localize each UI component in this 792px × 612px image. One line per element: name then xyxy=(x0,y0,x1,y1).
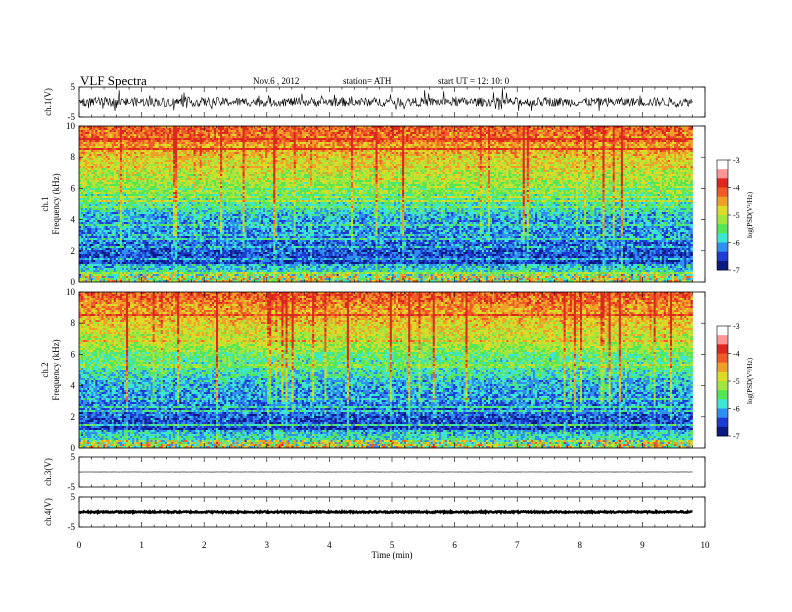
y-axis-frequency-label: Frequency (kHz) xyxy=(51,339,61,400)
y-tick-label: 6 xyxy=(71,183,76,193)
y-tick-label: 4 xyxy=(71,215,76,225)
y-tick-label: 10 xyxy=(66,121,76,131)
x-axis-label: Time (min) xyxy=(372,550,413,560)
x-tick-label: 7 xyxy=(515,540,520,550)
x-tick-label: 0 xyxy=(77,540,82,550)
colorbar-label: log(PSD(V²/Hz) xyxy=(746,357,754,404)
colorbar-tick-label: -4 xyxy=(733,350,740,359)
y-tick-label: 5 xyxy=(71,492,76,502)
ch1-waveform-trace xyxy=(79,88,693,111)
y-tick-label: 2 xyxy=(71,246,76,256)
colorbar-tick-label: -7 xyxy=(733,432,740,441)
colorbar-label: log(PSD(V²/Hz) xyxy=(746,191,754,238)
x-tick-label: 6 xyxy=(452,540,457,550)
colorbar-tick-label: -3 xyxy=(733,322,740,331)
y-tick-label: 0 xyxy=(71,277,76,287)
x-tick-label: 3 xyxy=(265,540,270,550)
y-tick-label: -5 xyxy=(68,482,76,492)
x-tick-label: 4 xyxy=(327,540,332,550)
x-tick-label: 9 xyxy=(640,540,645,550)
y-tick-label: 5 xyxy=(71,452,76,462)
y-tick-label: 2 xyxy=(71,412,76,422)
colorbar-tick-label: -6 xyxy=(733,239,740,248)
x-tick-label: 10 xyxy=(701,540,711,550)
y-axis-frequency-label: Frequency (kHz) xyxy=(51,173,61,234)
colorbar-tick-label: -7 xyxy=(733,266,740,275)
ch4-waveform-trace xyxy=(79,511,693,512)
y-tick-label: -5 xyxy=(68,522,76,532)
y-tick-label: 5 xyxy=(71,82,76,92)
colorbar-tick-label: -3 xyxy=(733,156,740,165)
y-tick-label: 8 xyxy=(71,152,76,162)
colorbar-tick-label: -4 xyxy=(733,184,740,193)
y-tick-label: 10 xyxy=(66,287,76,297)
x-tick-label: 2 xyxy=(202,540,207,550)
y-axis-channel-label: ch.1 xyxy=(40,196,50,211)
y-axis-label: ch.4(V) xyxy=(43,498,53,526)
x-tick-label: 1 xyxy=(139,540,144,550)
x-tick-label: 5 xyxy=(390,540,395,550)
y-tick-label: 4 xyxy=(71,381,76,391)
y-axis-label: ch.3(V) xyxy=(43,458,53,486)
x-tick-label: 8 xyxy=(578,540,583,550)
y-tick-label: 6 xyxy=(71,349,76,359)
y-tick-label: 8 xyxy=(71,318,76,328)
spectrogram-2-image xyxy=(79,292,693,448)
colorbar-tick-label: -5 xyxy=(733,377,740,386)
colorbar-tick-label: -5 xyxy=(733,211,740,220)
spectrogram-1-image xyxy=(79,126,693,282)
y-axis-label: ch.1(V) xyxy=(43,88,53,116)
y-axis-channel-label: ch.2 xyxy=(40,362,50,377)
colorbar-tick-label: -6 xyxy=(733,405,740,414)
